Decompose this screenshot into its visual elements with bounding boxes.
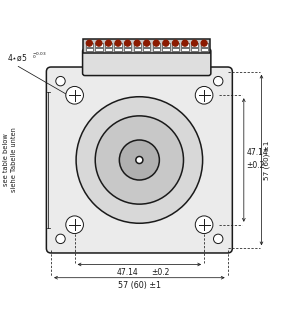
Text: 47.14: 47.14 bbox=[246, 148, 268, 157]
Circle shape bbox=[56, 76, 65, 86]
Bar bbox=[133, 43, 141, 47]
Text: $^{-0.03}_{0}$: $^{-0.03}_{0}$ bbox=[32, 50, 47, 61]
Text: ±0.2: ±0.2 bbox=[151, 268, 169, 277]
Bar bbox=[162, 43, 170, 47]
Bar bbox=[191, 48, 198, 52]
Circle shape bbox=[136, 156, 143, 164]
Bar bbox=[115, 43, 122, 47]
Text: 57 (60) ±1: 57 (60) ±1 bbox=[118, 281, 161, 290]
Circle shape bbox=[144, 40, 150, 46]
Bar bbox=[95, 48, 103, 52]
Bar bbox=[162, 48, 170, 52]
Bar bbox=[105, 43, 112, 47]
Bar bbox=[181, 48, 189, 52]
Circle shape bbox=[76, 97, 203, 223]
Circle shape bbox=[213, 76, 223, 86]
Circle shape bbox=[66, 86, 83, 104]
Bar bbox=[95, 43, 103, 47]
Bar bbox=[153, 43, 160, 47]
Bar bbox=[172, 48, 179, 52]
Bar bbox=[181, 43, 189, 47]
Bar bbox=[86, 48, 93, 52]
Circle shape bbox=[195, 86, 213, 104]
Bar bbox=[115, 48, 122, 52]
Circle shape bbox=[105, 40, 111, 46]
Circle shape bbox=[66, 216, 83, 234]
Bar bbox=[124, 48, 131, 52]
Circle shape bbox=[173, 40, 178, 46]
Circle shape bbox=[153, 40, 159, 46]
Text: see table below
siehe Tabelle unten: see table below siehe Tabelle unten bbox=[3, 128, 17, 192]
Text: 4$\star$ø5: 4$\star$ø5 bbox=[7, 52, 28, 63]
Bar bbox=[172, 43, 179, 47]
Circle shape bbox=[95, 116, 184, 204]
Circle shape bbox=[119, 140, 159, 180]
Bar bbox=[201, 43, 208, 47]
Bar bbox=[191, 43, 198, 47]
Circle shape bbox=[201, 40, 207, 46]
Text: 47.14: 47.14 bbox=[117, 268, 139, 277]
Bar bbox=[143, 48, 150, 52]
Circle shape bbox=[86, 40, 92, 46]
Bar bbox=[143, 43, 150, 47]
Bar bbox=[133, 48, 141, 52]
Circle shape bbox=[96, 40, 102, 46]
Circle shape bbox=[125, 40, 131, 46]
FancyBboxPatch shape bbox=[46, 67, 232, 253]
Circle shape bbox=[192, 40, 197, 46]
Bar bbox=[153, 48, 160, 52]
FancyBboxPatch shape bbox=[83, 49, 211, 76]
Bar bbox=[86, 43, 93, 47]
Circle shape bbox=[163, 40, 169, 46]
Text: ±0.2: ±0.2 bbox=[246, 161, 265, 170]
Circle shape bbox=[115, 40, 121, 46]
Circle shape bbox=[182, 40, 188, 46]
Text: 57 (60) ±1: 57 (60) ±1 bbox=[264, 140, 270, 180]
Bar bbox=[105, 48, 112, 52]
Circle shape bbox=[134, 40, 140, 46]
Circle shape bbox=[213, 234, 223, 244]
Bar bbox=[83, 39, 210, 52]
Circle shape bbox=[56, 234, 65, 244]
Circle shape bbox=[195, 216, 213, 234]
Bar bbox=[201, 48, 208, 52]
Bar bbox=[124, 43, 131, 47]
